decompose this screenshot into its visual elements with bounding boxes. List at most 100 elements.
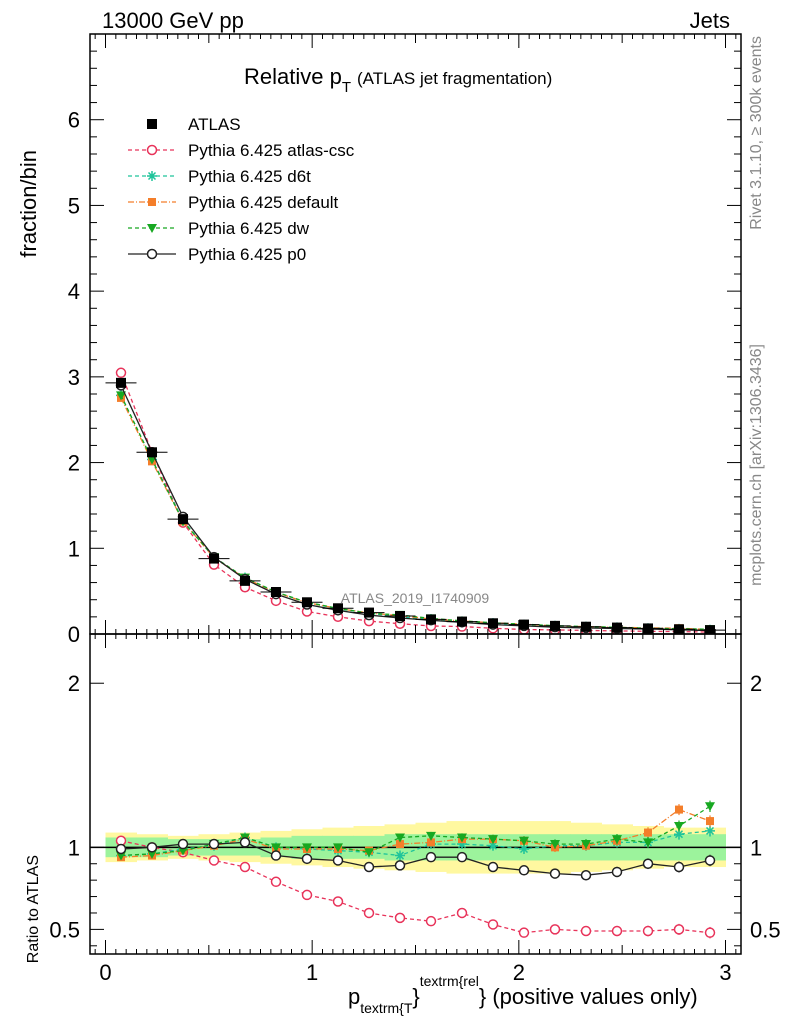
ratio-point-1 (395, 850, 405, 861)
ratio-point-3 (395, 833, 405, 843)
y-axis-label: fraction/bin (16, 150, 41, 258)
x-axis-label-p: p (348, 984, 360, 1009)
data-point (612, 622, 622, 633)
series-point-0 (115, 367, 127, 379)
data-point (364, 607, 374, 618)
data-point (550, 620, 560, 631)
ratio-y-tick-label-right: 2 (750, 671, 762, 696)
ratio-point-0 (487, 919, 499, 930)
y-tick-label: 3 (68, 365, 80, 390)
legend-label-3: Pythia 6.425 dw (188, 219, 310, 238)
ratio-point-0 (611, 925, 623, 937)
x-tick-label: 0 (99, 960, 111, 985)
x-tick-label: 3 (719, 960, 731, 985)
ratio-y-axis-label: Ratio to ATLAS (25, 855, 42, 963)
ratio-point-3 (705, 802, 715, 812)
ratio-point-1 (674, 829, 684, 840)
x-axis-label: ptextrm{T}textrm{rel} (positive values o… (348, 973, 698, 1016)
ratio-point-4 (580, 869, 592, 881)
chart-title-main: Relative p (244, 64, 342, 89)
ratio-point-4 (425, 851, 437, 863)
legend-entry-1: Pythia 6.425 d6t (128, 167, 311, 186)
data-point (581, 621, 591, 632)
chart-title-rest: (ATLAS jet fragmentation) (357, 69, 552, 88)
ratio-y-tick-label-left: 0.5 (49, 917, 80, 942)
y-tick-label: 4 (68, 279, 80, 304)
legend-marker-data (147, 119, 157, 129)
ratio-point-4 (208, 838, 220, 850)
ratio-point-1 (705, 825, 715, 836)
data-point (674, 624, 684, 634)
ratio-point-0 (673, 924, 685, 935)
ratio-point-3 (302, 843, 312, 853)
legend-label-2: Pythia 6.425 default (188, 193, 339, 212)
y-tick-label: 2 (68, 451, 80, 476)
ratio-point-3 (364, 848, 374, 858)
x-tick-label: 1 (306, 960, 318, 985)
ratio-point-2 (396, 840, 404, 849)
legend-entry-0: Pythia 6.425 atlas-csc (128, 141, 355, 160)
data-point (240, 575, 250, 586)
data-point (147, 447, 157, 458)
ratio-y-tick-label-right: 1 (750, 835, 762, 860)
ratio-point-3 (488, 835, 498, 845)
ratio-point-2 (427, 838, 435, 847)
ratio-point-4 (270, 850, 282, 861)
legend-entry-2: Pythia 6.425 default (128, 193, 339, 212)
ratio-point-1 (519, 843, 529, 854)
ratio-point-4 (146, 842, 158, 853)
ratio-point-3 (457, 833, 467, 843)
data-point (488, 618, 498, 629)
chart-title: Relative pT (ATLAS jet fragmentation) (244, 64, 552, 96)
ratio-point-0 (394, 912, 406, 924)
y-tick-label: 1 (68, 536, 80, 561)
ratio-point-3 (116, 851, 126, 861)
ratio-point-3 (426, 831, 436, 841)
x-axis-label-tail: } (positive values only) (479, 984, 698, 1009)
data-point (271, 587, 281, 597)
ratio-point-0 (270, 876, 282, 888)
ratio-point-4 (456, 851, 468, 863)
ratio-frame (89, 633, 742, 955)
data-point (333, 603, 343, 614)
ratio-point-0 (518, 927, 530, 938)
legend-marker-0 (146, 144, 158, 156)
ratio-point-3 (147, 849, 157, 859)
ratio-point-4 (239, 837, 251, 848)
data-point (302, 597, 312, 608)
ratio-point-4 (115, 843, 127, 855)
ratio-point-0 (456, 907, 468, 919)
data-point (178, 514, 188, 525)
legend-entry-data: ATLAS (147, 115, 241, 134)
legend-marker-2 (148, 198, 156, 206)
ratio-point-3 (519, 836, 529, 846)
ratio-y-tick-label-right: 0.5 (750, 917, 781, 942)
ratio-point-0 (363, 907, 375, 919)
ratio-point-0 (425, 915, 437, 927)
ratio-point-4 (673, 861, 685, 873)
ratio-point-4 (332, 855, 344, 866)
legend-entry-3: Pythia 6.425 dw (128, 219, 310, 238)
data-point (209, 553, 219, 564)
data-point (426, 614, 436, 625)
ratio-point-4 (301, 853, 313, 865)
ratio-point-0 (239, 861, 251, 873)
ratio-point-3 (643, 838, 653, 848)
ratio-point-3 (550, 840, 560, 850)
chart-title-sub: T (342, 79, 351, 96)
ratio-point-3 (674, 822, 684, 831)
ratio-point-4 (642, 858, 654, 869)
legend-label-data: ATLAS (188, 115, 241, 134)
ratio-point-3 (581, 840, 591, 850)
header-process-label: Jets (690, 8, 730, 33)
x-axis-label-brace: } (412, 984, 419, 1009)
ratio-point-1 (488, 840, 498, 851)
axes: 0 1 2 3 0 1 2 3 4 5 6 0.5 0.5 1 1 2 2 (49, 33, 781, 985)
ratio-point-4 (518, 865, 530, 876)
legend-label-1: Pythia 6.425 d6t (188, 167, 311, 186)
ratio-point-0 (208, 855, 220, 866)
legend-marker-3 (147, 224, 157, 233)
ratio-point-2 (675, 805, 683, 814)
ratio-point-4 (611, 866, 623, 878)
